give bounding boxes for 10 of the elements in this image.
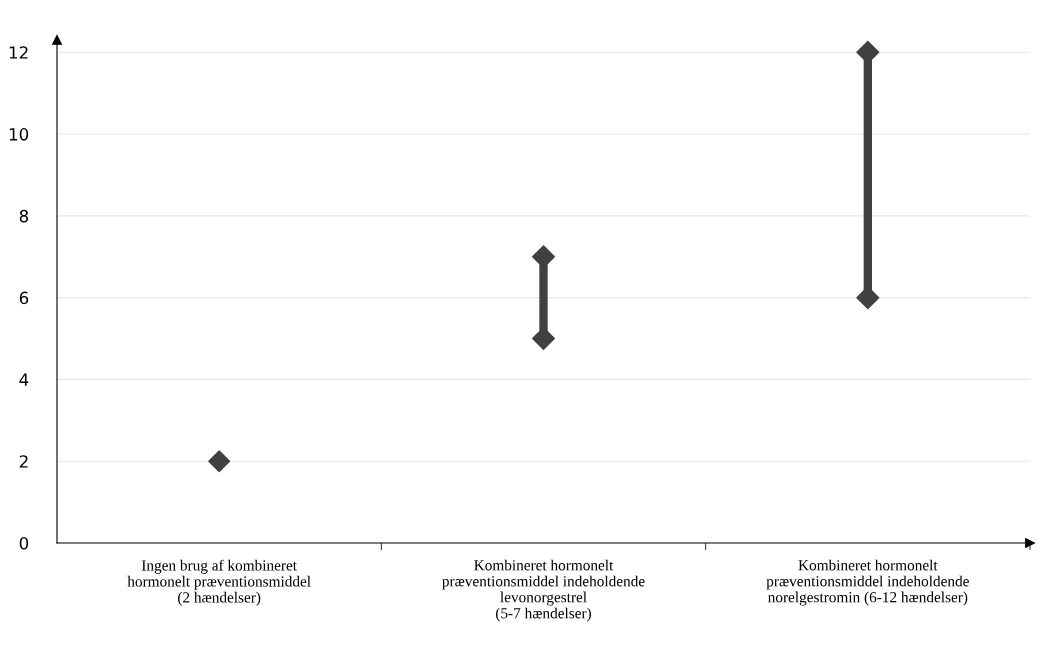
y-tick-label: 4	[19, 373, 29, 386]
y-tick-label: 10	[9, 128, 29, 141]
x-tick-label: Ingen brug af kombineret hormonelt præventionsmiddel (2 hændelser)	[127, 559, 311, 606]
x-tick-label: Kombineret hormonelt præventionsmiddel indeholdende norelgestromin (6-12 hændelser)	[766, 559, 969, 606]
y-tick-label: 8	[19, 209, 29, 223]
y-tick-label: 2	[19, 455, 28, 468]
y-tick-label: 0	[19, 536, 29, 550]
x-tick-label: Kombineret hormonelt præventionsmiddel indeholdende levonorgestrel (5-7 hændelser)	[442, 559, 645, 622]
y-tick-label: 12	[9, 46, 28, 59]
y-tick-label: 6	[19, 291, 29, 305]
